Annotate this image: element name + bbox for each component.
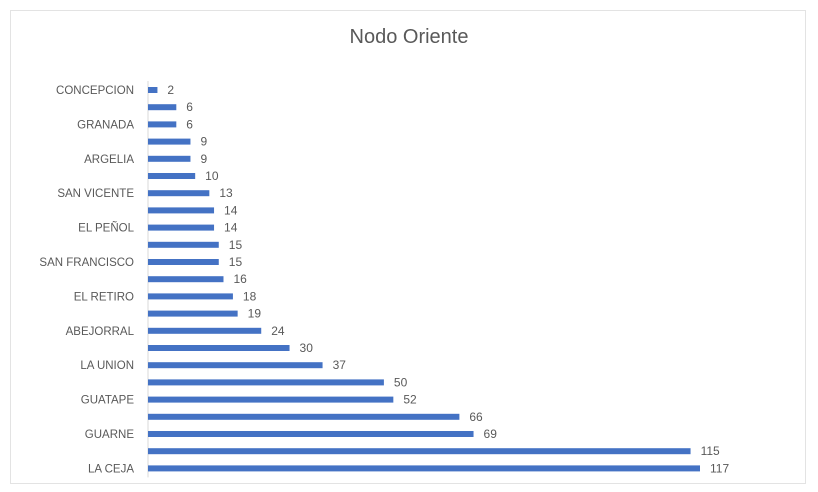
bar <box>148 448 691 455</box>
value-label: 69 <box>484 427 498 441</box>
value-label: 15 <box>229 238 243 252</box>
bar <box>148 224 215 231</box>
category-label: LA CEJA <box>88 463 134 475</box>
value-label: 50 <box>394 375 408 389</box>
value-label: 24 <box>271 324 285 338</box>
bar <box>148 276 224 283</box>
value-label: 52 <box>403 393 417 407</box>
value-label: 14 <box>224 203 238 217</box>
value-label: 19 <box>248 307 262 321</box>
category-label: GUARNE <box>85 429 135 441</box>
value-label: 115 <box>701 444 720 458</box>
bar <box>148 121 177 128</box>
value-label: 16 <box>233 272 247 286</box>
category-label: ABEJORRAL <box>66 326 135 338</box>
bar <box>148 104 177 111</box>
value-label: 18 <box>243 289 257 303</box>
chart-title: Nodo Oriente <box>349 26 469 48</box>
bar <box>148 413 460 420</box>
bar <box>148 259 219 265</box>
value-label: 6 <box>186 117 193 131</box>
bar <box>148 293 233 300</box>
category-label: CONCEPCION <box>56 85 134 97</box>
bar <box>148 155 191 162</box>
category-label: GRANADA <box>77 119 134 131</box>
chart-frame <box>10 10 806 484</box>
bar <box>148 345 290 351</box>
value-label: 66 <box>469 410 483 424</box>
value-label: 15 <box>229 255 243 269</box>
bar <box>148 431 474 437</box>
value-label: 13 <box>219 186 233 200</box>
category-label: SAN FRANCISCO <box>39 257 134 269</box>
category-label: EL PEÑOL <box>78 222 134 235</box>
bar <box>148 327 262 334</box>
bar <box>148 379 384 386</box>
value-label: 9 <box>200 152 207 166</box>
value-label: 9 <box>200 135 207 149</box>
bar <box>148 310 238 317</box>
bar <box>148 241 219 248</box>
category-label: GUATAPE <box>81 395 135 407</box>
bar <box>148 138 191 145</box>
bar <box>148 362 323 369</box>
value-label: 30 <box>300 341 314 355</box>
bar <box>148 87 158 93</box>
bar <box>148 465 700 472</box>
bar <box>148 207 215 214</box>
category-label: ARGELIA <box>84 154 134 166</box>
bar <box>148 190 210 197</box>
category-label: SAN VICENTE <box>57 188 134 200</box>
value-label: 2 <box>167 83 174 97</box>
value-label: 10 <box>205 169 219 183</box>
category-label: LA UNION <box>80 360 134 372</box>
value-label: 14 <box>224 221 238 235</box>
value-label: 117 <box>710 461 729 475</box>
bar <box>148 173 196 179</box>
value-label: 37 <box>333 358 347 372</box>
value-label: 6 <box>186 100 193 114</box>
bar <box>148 396 394 403</box>
category-label: EL RETIRO <box>74 291 134 303</box>
